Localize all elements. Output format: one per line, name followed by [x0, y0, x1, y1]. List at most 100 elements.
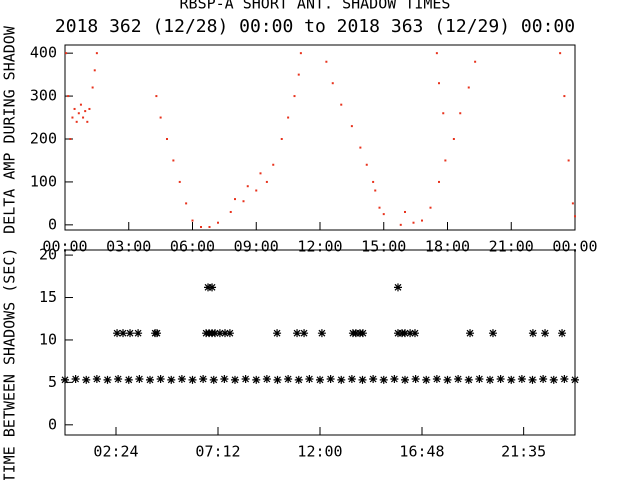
chart-title: RBSP-A SHORT ANT. SHADOW TIMES: [180, 0, 451, 13]
data-point: [507, 375, 516, 384]
data-point: [208, 225, 211, 228]
data-point: [155, 95, 158, 98]
y-tick-label: 300: [30, 87, 57, 105]
x-tick-label: 00:00: [552, 238, 597, 256]
data-point: [134, 329, 143, 338]
data-point: [574, 215, 576, 218]
data-point: [399, 223, 402, 226]
data-point: [200, 225, 202, 228]
data-point: [412, 221, 415, 224]
x-tick-label: 21:00: [489, 238, 534, 256]
data-point: [378, 206, 381, 209]
data-point: [325, 60, 328, 63]
data-point: [220, 374, 229, 383]
data-point: [88, 107, 91, 110]
data-point: [67, 95, 70, 98]
data-point: [73, 107, 76, 110]
data-point: [459, 112, 462, 115]
data-point: [95, 52, 98, 55]
y-tick-label: 5: [48, 373, 57, 391]
data-point: [146, 375, 154, 384]
data-point: [221, 329, 230, 338]
data-point: [185, 202, 188, 205]
data-point: [172, 159, 175, 162]
data-point: [369, 374, 378, 383]
data-point: [241, 374, 250, 383]
x-tick-label: 09:00: [234, 238, 279, 256]
y-axis-label: TIME BETWEEN SHADOWS (SEC): [1, 248, 19, 480]
x-tick-label: 06:00: [170, 238, 215, 256]
data-point: [166, 138, 168, 141]
data-point: [560, 374, 569, 383]
y-tick-label: 10: [39, 330, 57, 348]
data-point: [199, 374, 208, 383]
data-point: [350, 125, 353, 128]
data-point: [114, 374, 123, 383]
y-tick-label: 100: [30, 172, 57, 190]
x-tick-label: 02:24: [93, 443, 138, 461]
data-point: [326, 374, 335, 383]
data-point: [488, 329, 497, 338]
data-point: [124, 375, 133, 384]
data-point: [496, 374, 505, 383]
data-point: [209, 375, 218, 384]
data-point: [119, 329, 128, 338]
data-point: [517, 374, 526, 383]
data-point: [466, 329, 475, 338]
data-point: [452, 138, 455, 141]
data-point: [558, 329, 567, 338]
data-point: [75, 120, 78, 123]
data-point: [65, 52, 68, 55]
data-point: [242, 200, 245, 203]
data-point: [406, 329, 415, 338]
data-point: [410, 329, 419, 338]
data-point: [429, 206, 432, 209]
data-point: [365, 163, 368, 166]
data-point: [294, 375, 303, 384]
data-point: [559, 52, 562, 55]
data-point: [300, 329, 309, 338]
data-point: [92, 374, 101, 383]
data-point: [393, 329, 402, 338]
data-point: [272, 163, 275, 166]
data-point: [316, 375, 324, 384]
y-tick-label: 20: [39, 246, 57, 264]
data-point: [225, 329, 234, 338]
data-point: [438, 180, 440, 183]
data-point: [443, 375, 452, 384]
data-point: [351, 329, 360, 338]
data-point: [438, 82, 440, 85]
data-point: [411, 374, 420, 383]
data-point: [299, 52, 302, 55]
data-point: [435, 52, 438, 55]
data-point: [549, 375, 558, 384]
data-point: [204, 283, 213, 292]
plot-frame: [64, 249, 576, 436]
data-point: [262, 374, 271, 383]
data-point: [71, 374, 80, 383]
data-point: [401, 375, 409, 384]
data-point: [79, 103, 82, 106]
data-point: [464, 375, 473, 384]
data-point: [486, 375, 494, 384]
data-point: [337, 375, 346, 384]
data-point: [234, 198, 236, 201]
data-point: [259, 172, 262, 175]
data-point: [229, 210, 232, 213]
x-tick-label: 12:00: [297, 443, 342, 461]
data-point: [422, 375, 431, 384]
data-point: [539, 374, 548, 383]
chart-subtitle: 2018 362 (12/28) 00:00 to 2018 363 (12/2…: [55, 16, 575, 37]
data-point: [305, 374, 314, 383]
data-point: [91, 86, 94, 89]
data-point: [231, 375, 239, 384]
data-point: [215, 329, 224, 338]
data-point: [421, 219, 423, 222]
data-point: [93, 69, 96, 72]
data-point: [159, 116, 162, 119]
data-point: [252, 375, 261, 384]
y-tick-label: 0: [48, 415, 57, 433]
data-point: [211, 329, 220, 338]
x-tick-label: 18:00: [425, 238, 470, 256]
data-point: [454, 374, 463, 383]
